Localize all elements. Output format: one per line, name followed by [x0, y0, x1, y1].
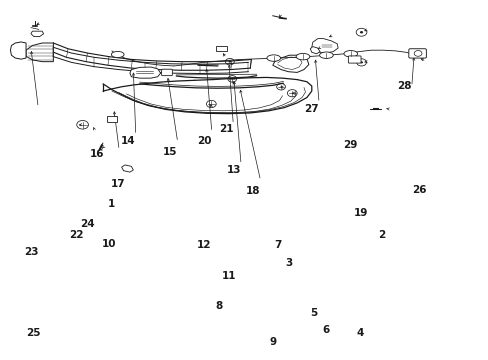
Text: 4: 4 [356, 328, 364, 338]
Polygon shape [26, 43, 53, 62]
Circle shape [228, 61, 231, 63]
Text: 15: 15 [163, 147, 177, 157]
Text: 14: 14 [121, 136, 136, 145]
Ellipse shape [319, 52, 332, 58]
Text: 9: 9 [269, 337, 276, 347]
Circle shape [359, 61, 362, 63]
Ellipse shape [111, 51, 124, 58]
Circle shape [359, 31, 363, 33]
Ellipse shape [343, 50, 357, 57]
Text: 17: 17 [110, 179, 125, 189]
Ellipse shape [296, 53, 309, 60]
Text: 16: 16 [90, 149, 104, 159]
Text: 7: 7 [273, 240, 281, 250]
Text: 1: 1 [108, 199, 115, 210]
FancyBboxPatch shape [107, 116, 117, 122]
Text: 10: 10 [102, 239, 116, 249]
Text: 21: 21 [218, 124, 233, 134]
Polygon shape [310, 46, 320, 54]
Text: 23: 23 [23, 247, 38, 257]
Polygon shape [10, 42, 26, 59]
Text: 3: 3 [285, 258, 292, 268]
Text: 26: 26 [411, 185, 426, 195]
Text: 27: 27 [304, 104, 319, 114]
Text: 22: 22 [69, 230, 83, 239]
Text: 13: 13 [226, 165, 241, 175]
Text: 5: 5 [309, 309, 317, 318]
Polygon shape [311, 39, 337, 53]
Polygon shape [122, 165, 133, 172]
Polygon shape [272, 55, 308, 72]
Text: 28: 28 [396, 81, 411, 91]
Text: 8: 8 [215, 301, 223, 311]
FancyBboxPatch shape [161, 69, 172, 76]
Text: 18: 18 [245, 186, 260, 197]
FancyBboxPatch shape [408, 49, 426, 58]
Text: 19: 19 [353, 208, 367, 218]
Polygon shape [130, 67, 160, 78]
Text: 12: 12 [197, 240, 211, 250]
FancyBboxPatch shape [216, 46, 226, 51]
Polygon shape [31, 31, 43, 37]
Ellipse shape [266, 55, 280, 61]
FancyBboxPatch shape [347, 56, 360, 63]
Text: 11: 11 [221, 271, 236, 281]
Text: 25: 25 [26, 328, 41, 338]
Text: 29: 29 [343, 140, 357, 150]
Text: 24: 24 [80, 219, 95, 229]
Text: 2: 2 [378, 230, 385, 239]
Text: 20: 20 [197, 136, 211, 146]
Text: 6: 6 [322, 325, 329, 335]
